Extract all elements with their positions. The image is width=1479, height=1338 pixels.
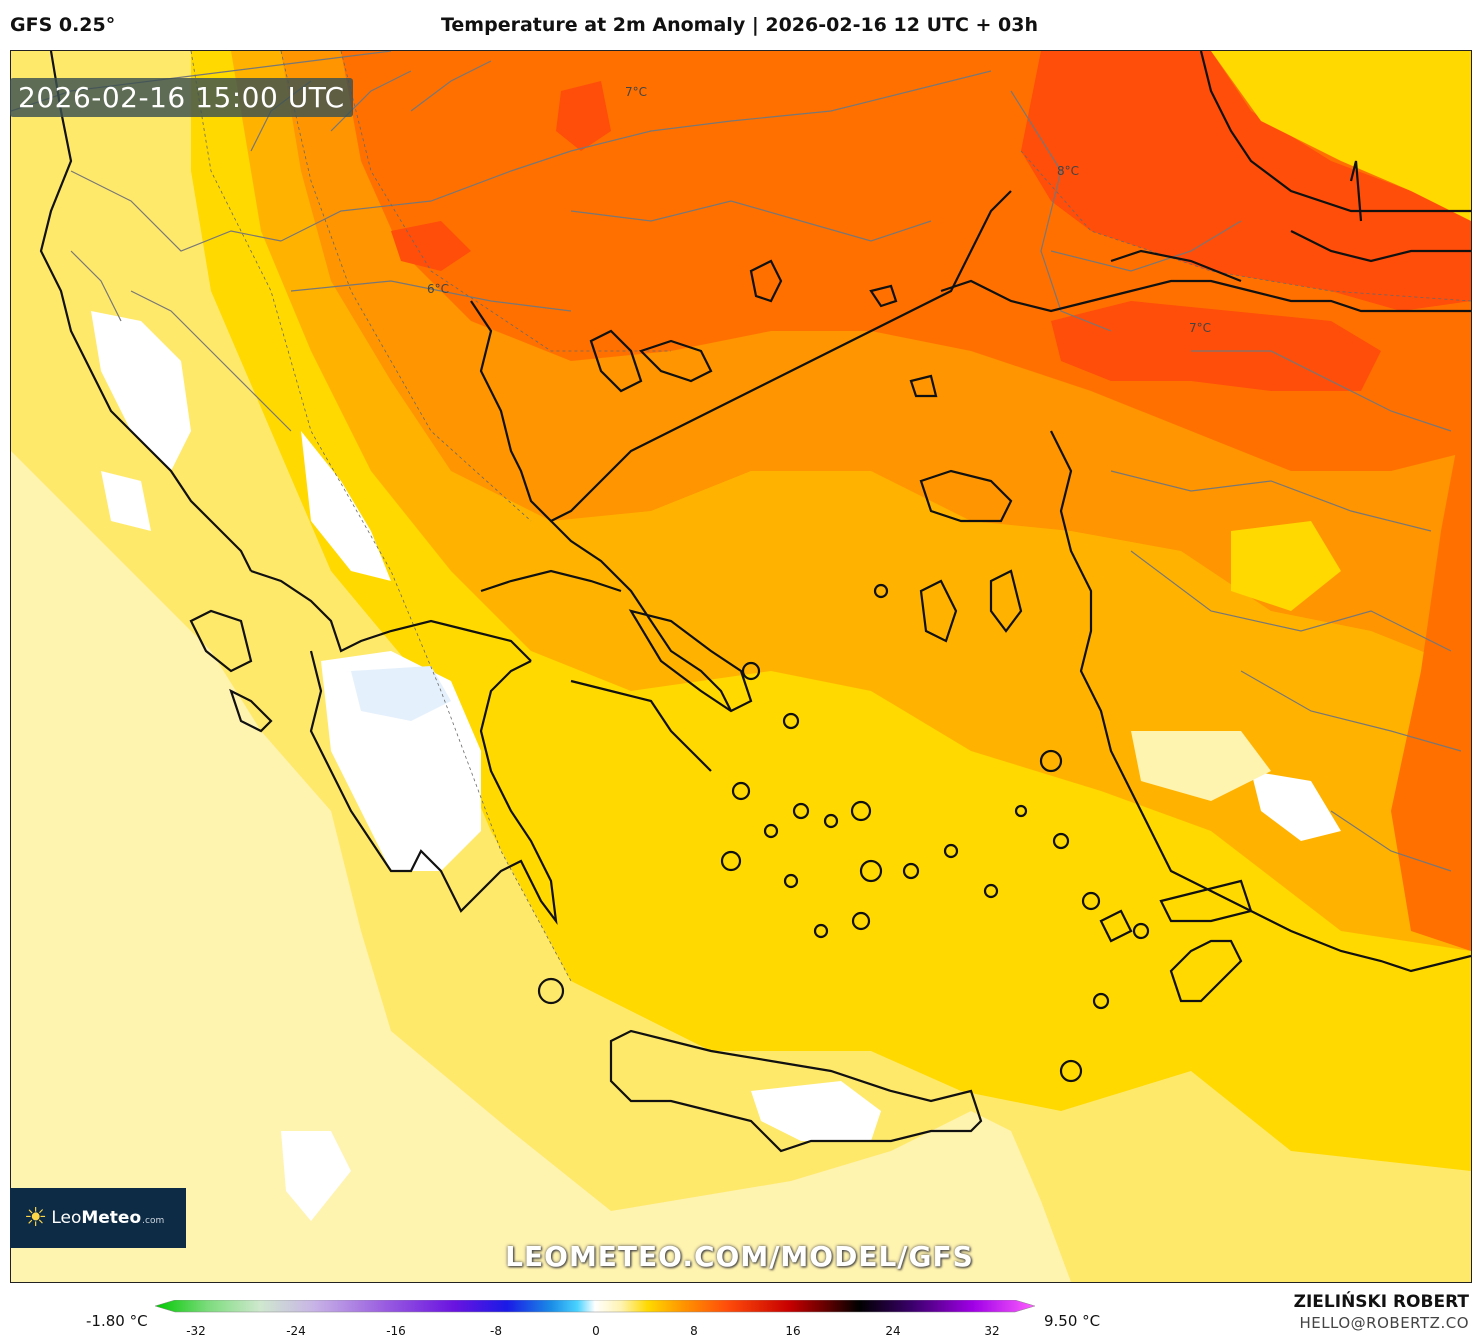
sun-icon: ☀ [24, 1203, 48, 1233]
model-label: GFS 0.25° [10, 14, 116, 36]
cold-patch-albania [91, 311, 191, 471]
legend-tick: 8 [690, 1324, 698, 1338]
pale-patch-anatolia [1131, 731, 1271, 801]
cold-patch-epirus [301, 431, 391, 581]
coastlines [39, 51, 1471, 1153]
legend-max-label: 9.50 °C [1044, 1312, 1101, 1330]
contour-label-2: 8°C [1057, 164, 1079, 178]
anomaly-map: 7°C 8°C 6°C 7°C [11, 51, 1471, 1282]
logo-text: LeoMeteo.com [51, 1208, 165, 1228]
legend-tick: -24 [286, 1324, 306, 1338]
red-orange-north [1021, 51, 1471, 311]
legend-tick: -16 [386, 1324, 406, 1338]
author-email[interactable]: HELLO@ROBERTZ.CO [1299, 1314, 1469, 1332]
legend-tick: 16 [785, 1324, 801, 1338]
contour-label-3: 6°C [427, 282, 449, 296]
contour-label-1: 7°C [625, 85, 647, 99]
contour-label-4: 7°C [1189, 321, 1211, 335]
east-edge-orange [1391, 371, 1471, 951]
author-name: ZIELIŃSKI ROBERT [1293, 1292, 1469, 1312]
red-orange-patch [391, 221, 471, 271]
legend-tick: 24 [885, 1324, 901, 1338]
legend-tick: 32 [984, 1324, 1000, 1338]
map-panel: 7°C 8°C 6°C 7°C [10, 50, 1472, 1283]
color-legend: -1.80 °C [0, 1290, 1479, 1338]
red-orange-patch-2 [556, 81, 611, 151]
legend-tick: -32 [186, 1324, 206, 1338]
country-borders [11, 51, 1462, 872]
chart-title: Temperature at 2m Anomaly | 2026-02-16 1… [440, 14, 1039, 36]
legend-colorbar [155, 1300, 1035, 1313]
cold-patch-anatolia [1251, 771, 1341, 841]
leometeo-logo[interactable]: ☀ LeoMeteo.com [10, 1188, 186, 1248]
cool-patch-peloponnese [351, 666, 451, 721]
legend-tick: -8 [490, 1324, 502, 1338]
legend-tick: 0 [592, 1324, 600, 1338]
watermark-url: LEOMETEO.COM/MODEL/GFS [505, 1240, 974, 1273]
red-orange-anatolia [1051, 301, 1381, 391]
ne-yellow [1211, 51, 1471, 221]
cold-patch-south [281, 1131, 351, 1221]
contour-lines [190, 51, 1471, 982]
legend-min-label: -1.80 °C [86, 1312, 148, 1330]
cold-patch-crete [751, 1081, 881, 1141]
cold-patch-sea [101, 471, 151, 531]
valid-time-badge: 2026-02-16 15:00 UTC [10, 78, 353, 117]
yellow-patch-anatolia [1231, 521, 1341, 611]
